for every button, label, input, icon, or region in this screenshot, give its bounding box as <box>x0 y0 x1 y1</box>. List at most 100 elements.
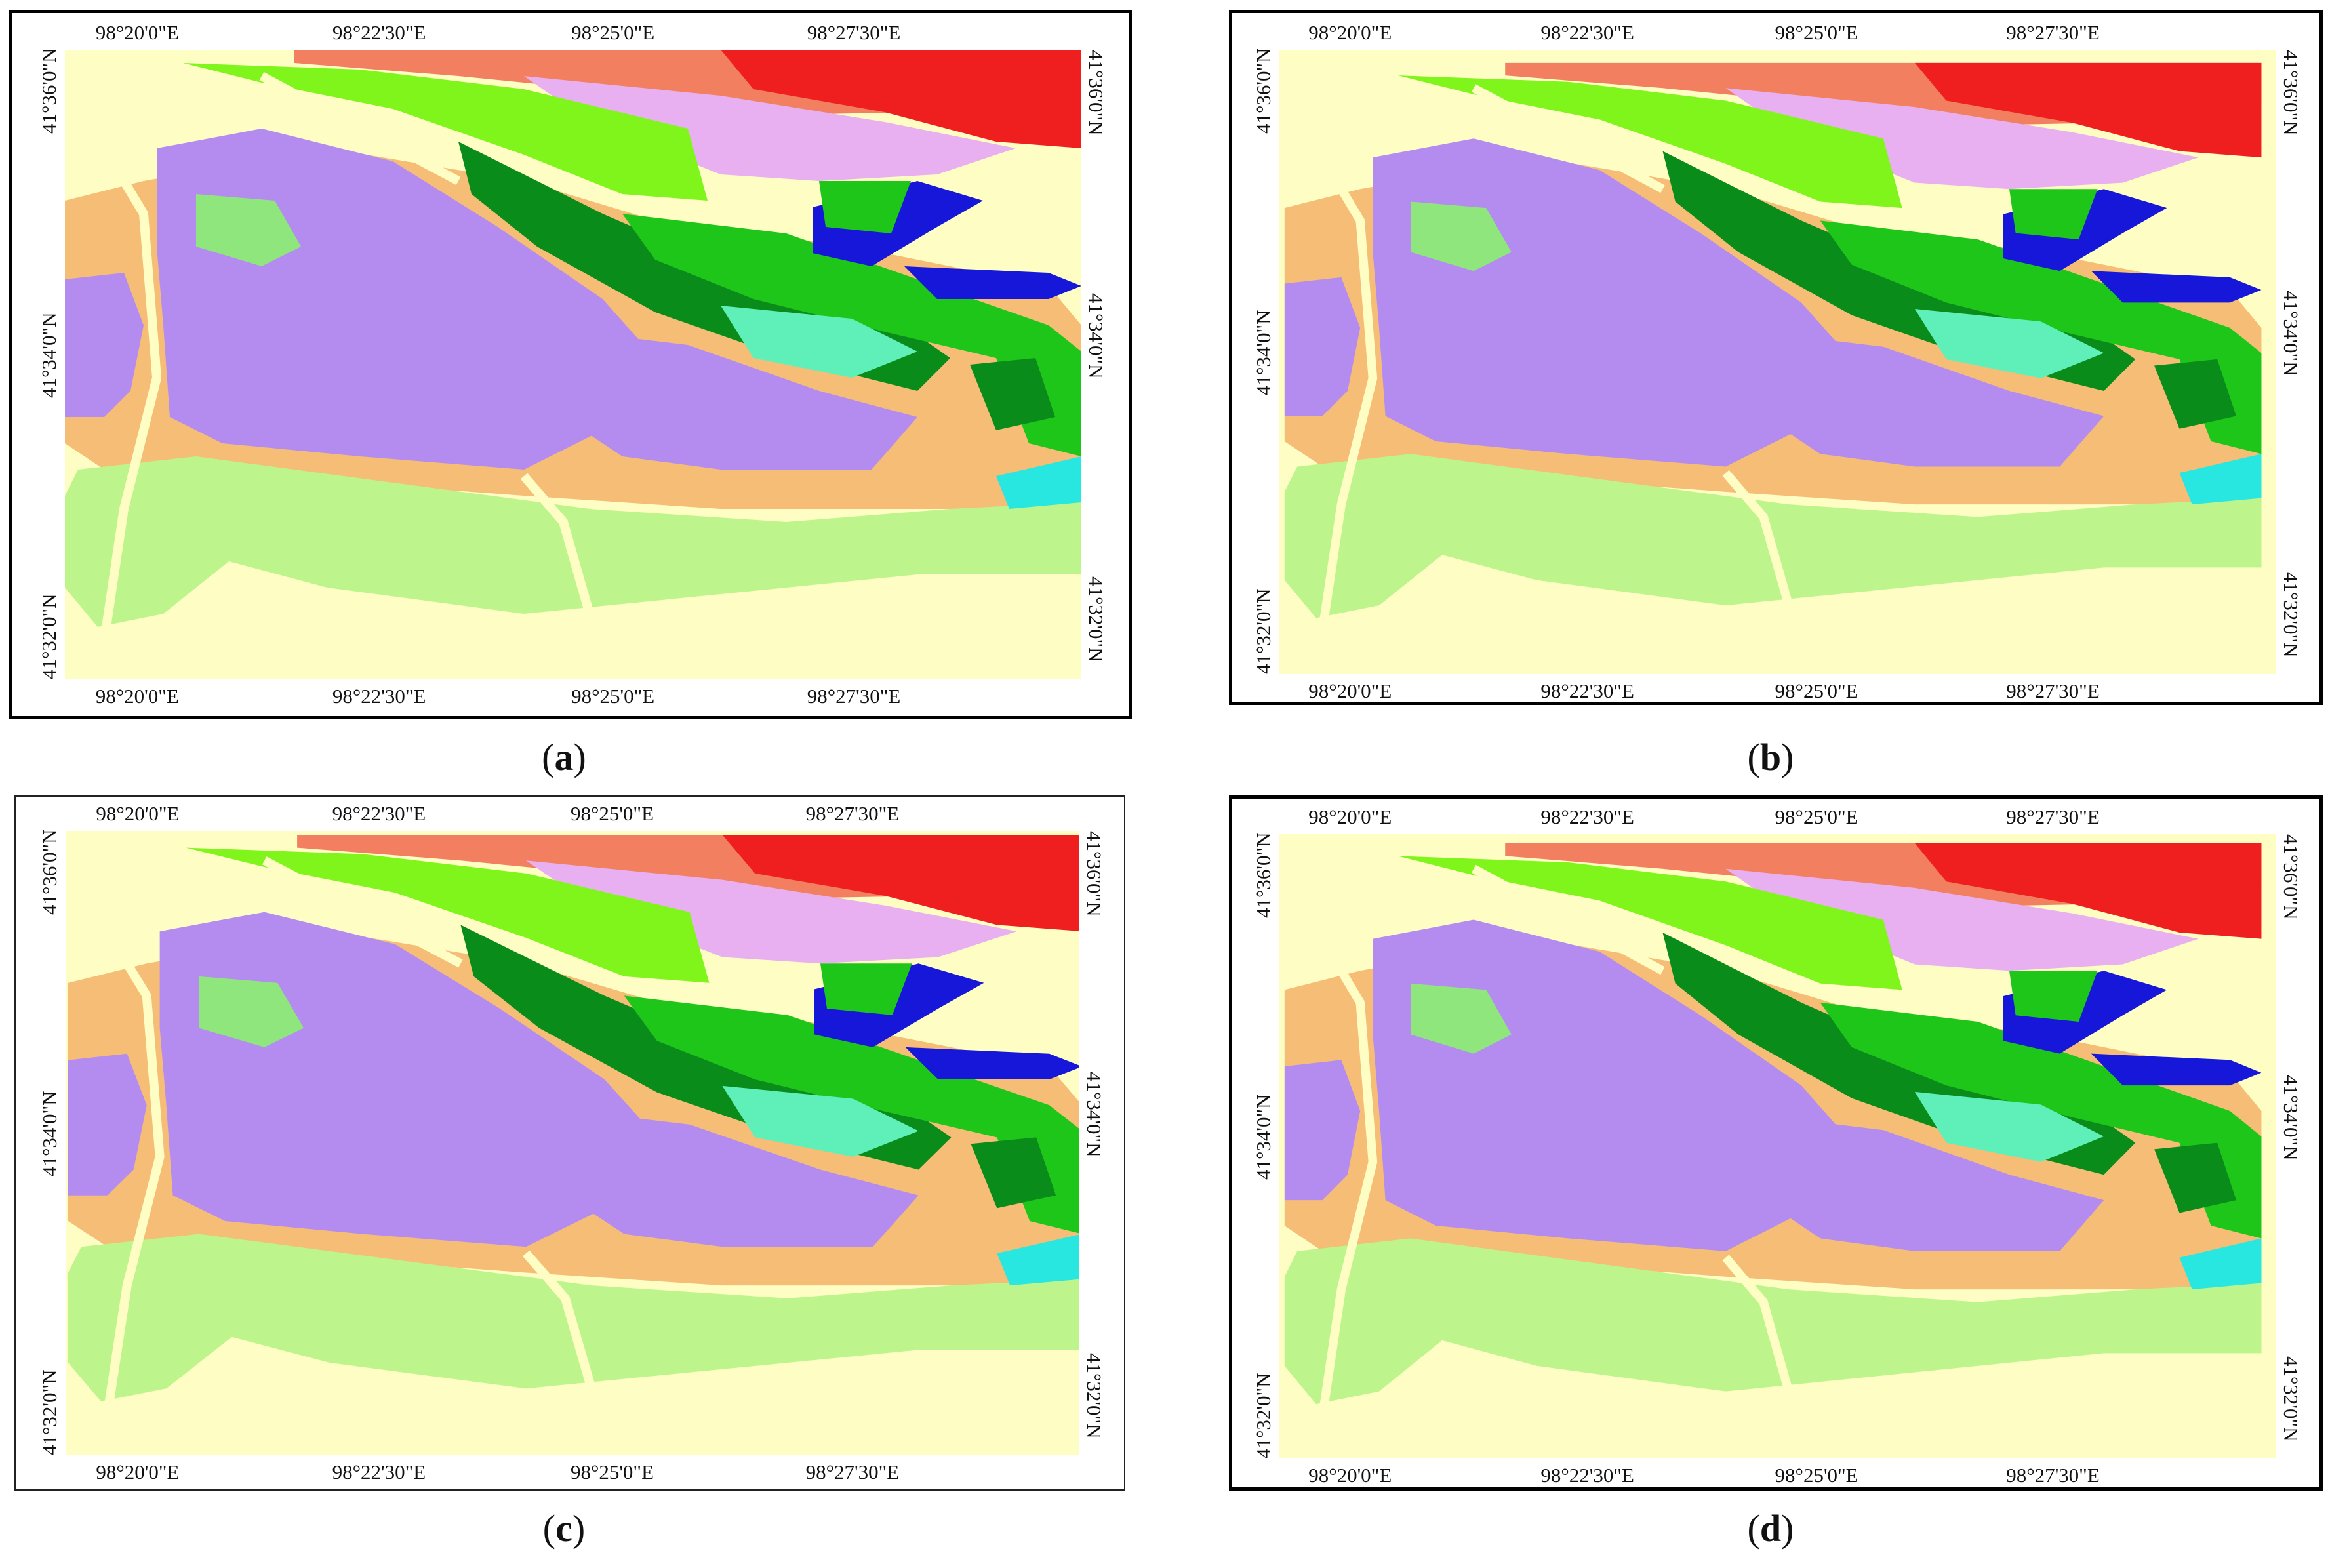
land-cover-region-cyan <box>2179 1238 2262 1290</box>
land-cover-region-aquamarine <box>722 1085 919 1157</box>
latitude-tick-label: 41°32'0"N <box>1083 1352 1106 1439</box>
land-cover-region-pale-green <box>199 976 304 1047</box>
latitude-tick-label: 41°32'0"N <box>37 593 60 679</box>
land-cover-region-bright-green <box>624 995 1079 1234</box>
land-cover-region-red <box>721 50 1081 148</box>
longitude-tick-label: 98°27'30"E <box>807 685 901 708</box>
panel-caption-b: (b) <box>1747 736 1794 778</box>
land-cover-region-lavender <box>524 325 917 470</box>
longitude-tick-label: 98°22'30"E <box>1540 21 1634 44</box>
longitude-tick-label: 98°25'0"E <box>570 802 654 825</box>
land-cover-region-dark-green <box>971 1137 1056 1209</box>
land-cover-region-lavender <box>68 1053 147 1196</box>
longitude-tick-label: 98°22'30"E <box>1540 679 1634 702</box>
land-cover-region-red <box>1914 843 2262 939</box>
land-cover-region-pink-lilac <box>1725 88 2199 190</box>
sand-wash-channel <box>520 473 594 615</box>
map-panel-d <box>1229 795 2323 1491</box>
longitude-tick-label: 98°27'30"E <box>2006 679 2100 702</box>
classification-map-c <box>66 831 1079 1455</box>
longitude-tick-label: 98°27'30"E <box>2006 1464 2100 1487</box>
sand-wash-channel <box>1722 1255 1794 1393</box>
longitude-tick-label: 98°22'30"E <box>332 1460 426 1483</box>
longitude-tick-label: 98°27'30"E <box>807 21 901 44</box>
latitude-tick-label: 41°36'0"N <box>1083 831 1106 917</box>
latitude-tick-label: 41°32'0"N <box>2279 1356 2302 1442</box>
latitude-tick-label: 41°34'0"N <box>1085 293 1108 379</box>
land-cover-region-lime <box>186 847 710 983</box>
land-cover-region-bright-green <box>1820 220 2262 454</box>
land-cover-region-bright-green <box>622 214 1081 456</box>
sand-wash-channel <box>259 71 461 186</box>
latitude-tick-label: 41°36'0"N <box>38 829 61 915</box>
longitude-tick-label: 98°25'0"E <box>1775 679 1858 702</box>
land-cover-region-dark-green <box>2154 359 2237 429</box>
land-cover-region-pale-green <box>1411 983 1512 1054</box>
map-panel-a <box>9 10 1132 719</box>
longitude-tick-label: 98°27'30"E <box>805 802 900 825</box>
longitude-tick-label: 98°20'0"E <box>1308 679 1392 702</box>
land-cover-region-lavender <box>65 273 144 417</box>
panel-caption-d: (d) <box>1747 1507 1794 1550</box>
land-cover-image-a <box>65 50 1081 641</box>
latitude-tick-label: 41°34'0"N <box>1252 310 1275 396</box>
sand-wash-channel <box>262 856 463 968</box>
land-cover-region-pale-green <box>1411 201 1512 271</box>
land-cover-region-cyan <box>997 1234 1079 1286</box>
land-cover-image-c <box>68 834 1079 1415</box>
land-cover-region-red <box>722 834 1079 931</box>
land-cover-region-aquamarine <box>721 306 917 378</box>
longitude-tick-label: 98°20'0"E <box>96 1460 180 1483</box>
sand-wash-channel <box>102 929 165 1415</box>
land-cover-region-blue <box>2091 271 2262 303</box>
latitude-tick-label: 41°36'0"N <box>2279 50 2302 136</box>
land-cover-region-blue <box>904 266 1081 299</box>
longitude-tick-label: 98°25'0"E <box>570 1460 654 1483</box>
longitude-tick-label: 98°27'30"E <box>805 1460 900 1483</box>
land-cover-region-dark-green <box>970 358 1055 430</box>
longitude-tick-label: 98°20'0"E <box>96 802 180 825</box>
land-cover-region-bright-green <box>819 181 911 233</box>
latitude-tick-label: 41°32'0"N <box>1085 576 1108 662</box>
longitude-tick-label: 98°22'30"E <box>1540 1464 1634 1487</box>
latitude-tick-label: 41°34'0"N <box>37 312 60 399</box>
latitude-tick-label: 41°36'0"N <box>1252 48 1275 134</box>
longitude-tick-label: 98°27'30"E <box>2006 805 2100 828</box>
land-cover-region-bright-green <box>2009 189 2098 240</box>
land-cover-region-cyan <box>2179 454 2262 505</box>
latitude-tick-label: 41°34'0"N <box>1083 1072 1106 1157</box>
longitude-tick-label: 98°25'0"E <box>1775 21 1858 44</box>
latitude-tick-label: 41°36'0"N <box>2279 834 2302 920</box>
longitude-tick-label: 98°20'0"E <box>1308 805 1392 828</box>
panel-caption-c: (c) <box>542 1507 586 1550</box>
land-cover-region-red <box>1914 62 2262 158</box>
longitude-tick-label: 98°22'30"E <box>1540 805 1634 828</box>
latitude-tick-label: 41°36'0"N <box>1252 832 1275 918</box>
longitude-tick-label: 98°22'30"E <box>332 21 426 44</box>
longitude-tick-label: 98°20'0"E <box>95 685 179 708</box>
land-cover-region-lavender <box>1284 277 1361 416</box>
latitude-tick-label: 41°36'0"N <box>37 48 60 134</box>
longitude-tick-label: 98°22'30"E <box>332 685 426 708</box>
panel-caption-a: (a) <box>542 736 586 778</box>
land-cover-region-lime <box>1397 75 1902 209</box>
longitude-tick-label: 98°25'0"E <box>571 21 655 44</box>
latitude-tick-label: 41°36'0"N <box>1085 50 1108 136</box>
land-cover-region-aquamarine <box>1914 1091 2104 1162</box>
latitude-tick-label: 41°32'0"N <box>2279 571 2302 658</box>
classification-map-d <box>1279 834 2276 1458</box>
latitude-tick-label: 41°32'0"N <box>1252 1373 1275 1458</box>
longitude-tick-label: 98°25'0"E <box>1775 1464 1858 1487</box>
land-cover-region-cyan <box>996 456 1081 509</box>
land-cover-region-lavender <box>1284 1060 1361 1201</box>
sand-wash-channel <box>1317 155 1378 632</box>
land-cover-region-lavender <box>526 1105 919 1247</box>
land-cover-region-bright-green <box>2009 971 2098 1022</box>
latitude-tick-label: 41°32'0"N <box>38 1369 61 1455</box>
sand-wash-channel <box>522 1250 596 1390</box>
land-cover-region-lavender <box>1725 327 2104 467</box>
latitude-tick-label: 41°32'0"N <box>1252 588 1275 674</box>
land-cover-image-d <box>1284 843 2262 1418</box>
land-cover-region-dark-green <box>2154 1142 2237 1213</box>
map-panel-c <box>14 795 1125 1491</box>
